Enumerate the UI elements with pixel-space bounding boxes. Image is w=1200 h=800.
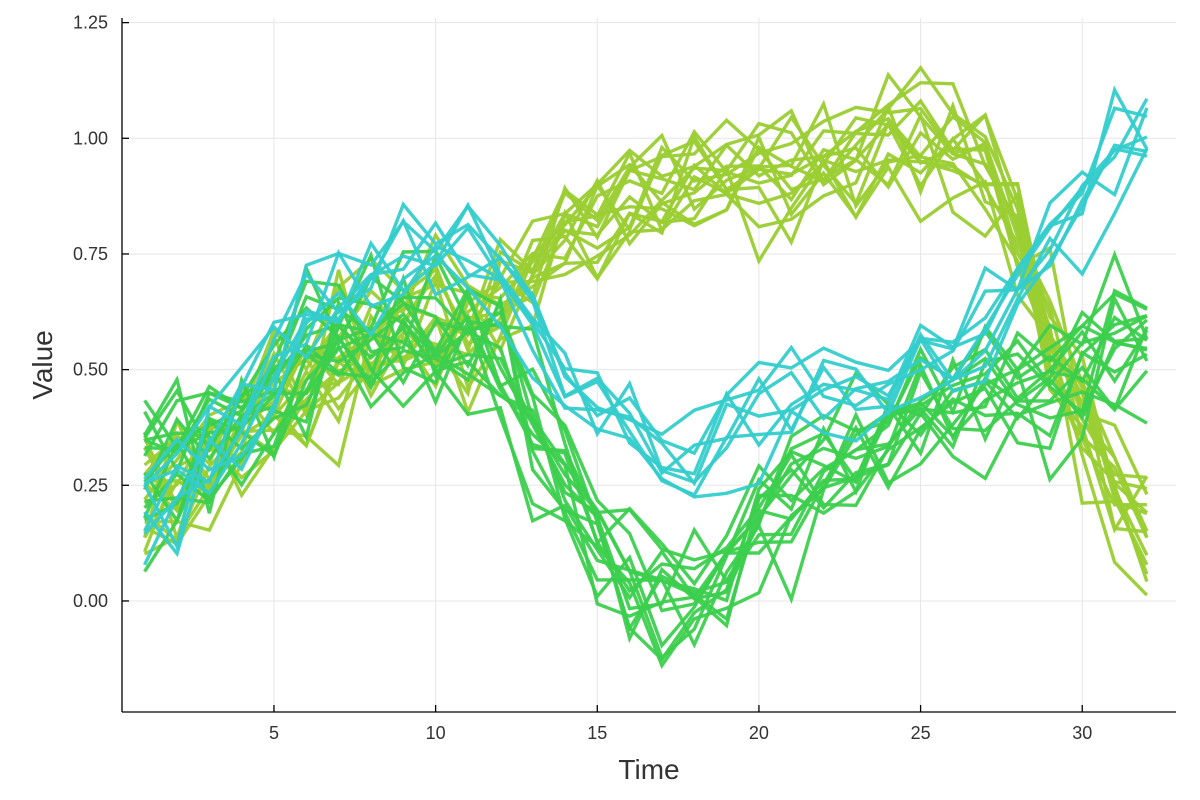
series-line-group-3 (143, 135, 1148, 535)
x-tick-label: 25 (911, 723, 931, 743)
y-tick-label: 1.00 (73, 128, 108, 148)
y-tick-label: 0.75 (73, 244, 108, 264)
y-tick-label: 1.25 (73, 13, 108, 33)
series-line-group-3 (143, 147, 1149, 558)
series-line-group-2 (143, 316, 1148, 670)
y-tick-label: 0.25 (73, 475, 108, 495)
x-axis-title: Time (618, 754, 679, 785)
x-tick-label: 15 (587, 723, 607, 743)
series-line-group-2 (143, 323, 1148, 603)
x-tick-label: 30 (1072, 723, 1092, 743)
series-line-group-1 (143, 116, 1148, 534)
x-tick-label: 10 (426, 723, 446, 743)
series-line-group-2 (143, 313, 1149, 629)
x-tick-label: 5 (269, 723, 279, 743)
y-axis-title: Value (27, 330, 58, 400)
series-lines (142, 65, 1149, 670)
x-tick-label: 20 (749, 723, 769, 743)
series-line-group-2 (143, 313, 1148, 649)
series-line-group-1 (144, 99, 1147, 507)
y-tick-label: 0.00 (73, 591, 108, 611)
axes: 5 10 15 20 25 30 0.00 0.25 0.50 0.75 1.00 1.25 (73, 13, 1176, 743)
series-line-group-2 (143, 249, 1149, 622)
y-tick-label: 0.50 (73, 360, 108, 380)
